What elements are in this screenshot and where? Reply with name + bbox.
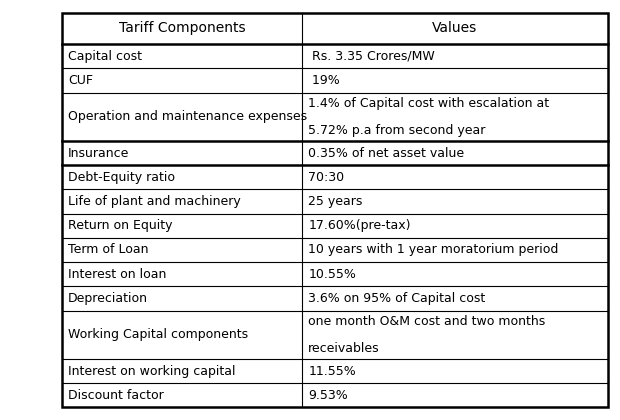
Text: 17.60%(pre-tax): 17.60%(pre-tax) bbox=[308, 219, 411, 232]
Text: 19%: 19% bbox=[308, 74, 340, 87]
Text: Depreciation: Depreciation bbox=[68, 292, 148, 305]
Text: Insurance: Insurance bbox=[68, 147, 130, 160]
Text: Term of Loan: Term of Loan bbox=[68, 244, 149, 257]
Text: Discount factor: Discount factor bbox=[68, 389, 164, 402]
Text: Working Capital components: Working Capital components bbox=[68, 328, 249, 341]
Text: Interest on loan: Interest on loan bbox=[68, 268, 167, 281]
Text: 3.6% on 95% of Capital cost: 3.6% on 95% of Capital cost bbox=[308, 292, 485, 305]
Text: Interest on working capital: Interest on working capital bbox=[68, 365, 236, 378]
Text: Tariff Components: Tariff Components bbox=[118, 21, 246, 35]
Text: 10.55%: 10.55% bbox=[308, 268, 356, 281]
Text: 9.53%: 9.53% bbox=[308, 389, 348, 402]
Text: Debt-Equity ratio: Debt-Equity ratio bbox=[68, 171, 175, 184]
Text: Return on Equity: Return on Equity bbox=[68, 219, 173, 232]
Text: CUF: CUF bbox=[68, 74, 93, 87]
Text: one month O&M cost and two months: one month O&M cost and two months bbox=[308, 315, 546, 328]
Text: Values: Values bbox=[432, 21, 477, 35]
Text: receivables: receivables bbox=[308, 342, 380, 355]
Bar bbox=[62, 13, 608, 407]
Text: Rs. 3.35 Crores/MW: Rs. 3.35 Crores/MW bbox=[308, 50, 435, 63]
Text: Life of plant and machinery: Life of plant and machinery bbox=[68, 195, 241, 208]
Text: 25 years: 25 years bbox=[308, 195, 363, 208]
Text: 11.55%: 11.55% bbox=[308, 365, 356, 378]
Text: 10 years with 1 year moratorium period: 10 years with 1 year moratorium period bbox=[308, 244, 559, 257]
Text: 70:30: 70:30 bbox=[308, 171, 344, 184]
Text: Operation and maintenance expenses: Operation and maintenance expenses bbox=[68, 110, 308, 123]
Text: 1.4% of Capital cost with escalation at: 1.4% of Capital cost with escalation at bbox=[308, 97, 549, 110]
Text: Capital cost: Capital cost bbox=[68, 50, 142, 63]
Text: 5.72% p.a from second year: 5.72% p.a from second year bbox=[308, 124, 485, 137]
Text: 0.35% of net asset value: 0.35% of net asset value bbox=[308, 147, 464, 160]
